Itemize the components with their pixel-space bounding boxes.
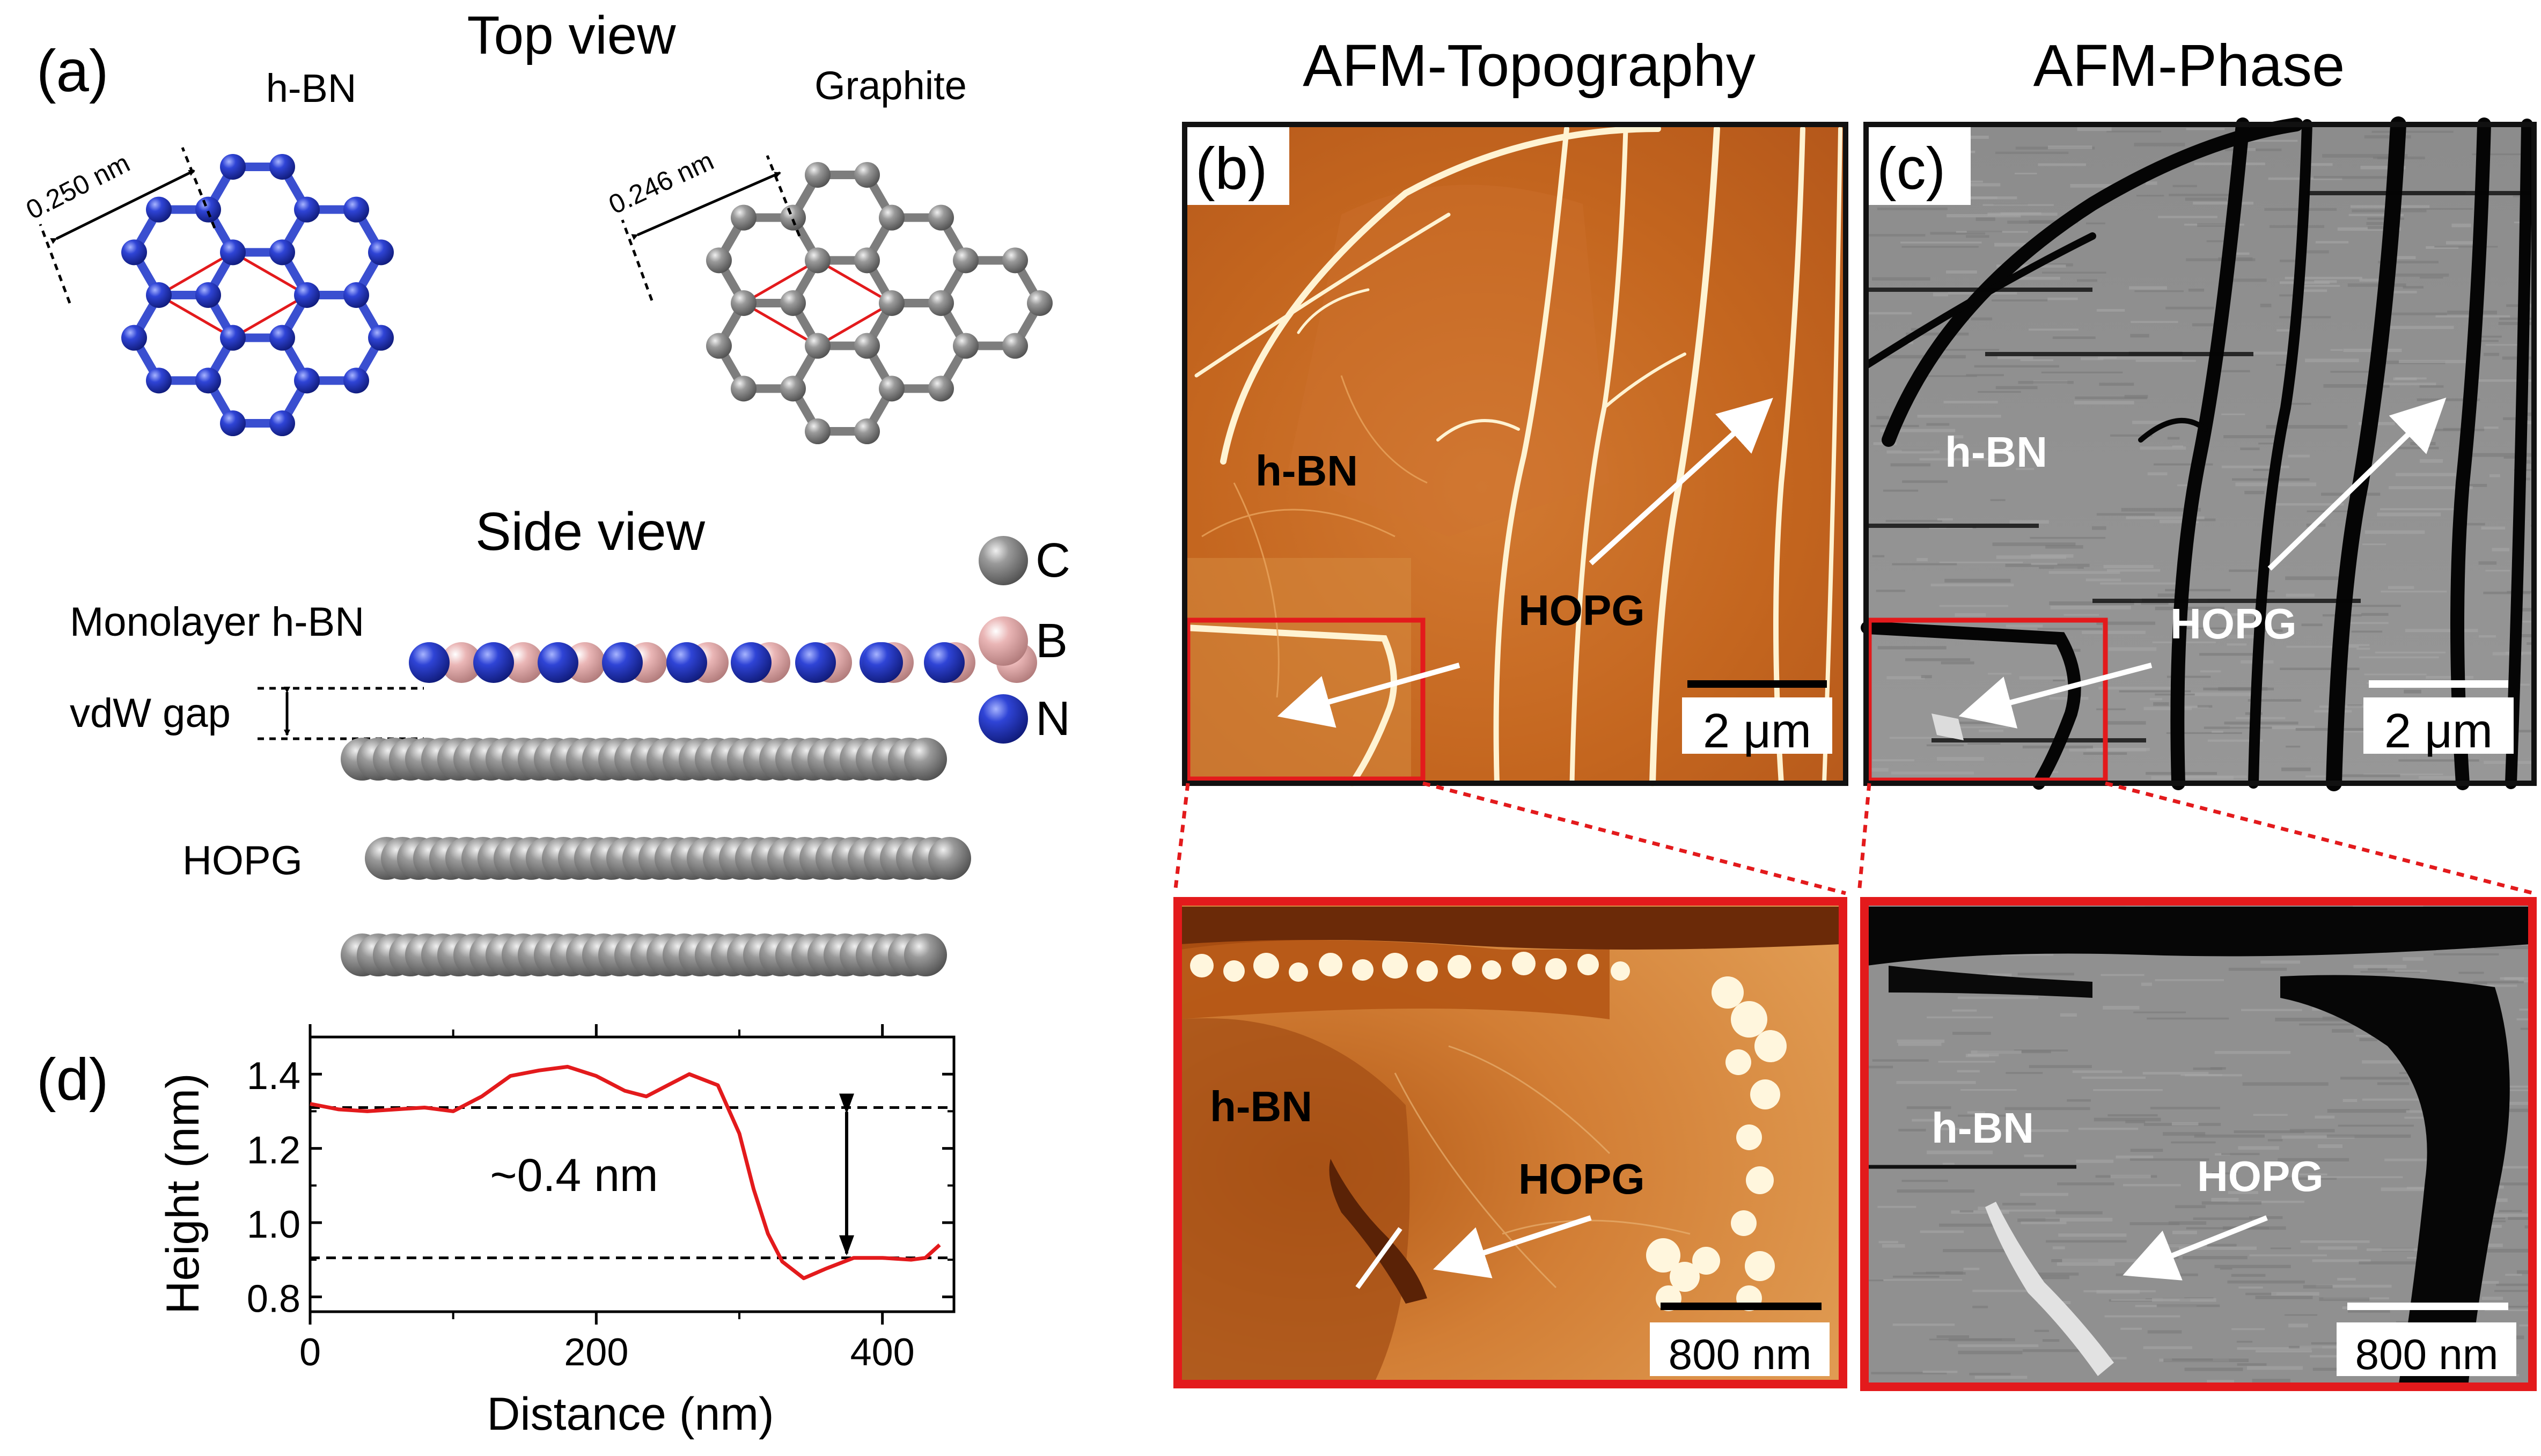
graphite-lattice-marker [621, 155, 801, 301]
panel-c-label-box [1869, 127, 1971, 205]
phase-hbn-label: h-BN [1945, 428, 2047, 476]
topography-zoom-arrow [1433, 1215, 1592, 1278]
legend-nitrogen-atom [979, 694, 1028, 744]
panel-c-title: AFM-Phase [2033, 33, 2345, 99]
phase-scale-label: 2 μm [2384, 704, 2493, 758]
legend-boron-label: B [1036, 614, 1068, 668]
chart-x-tick-label: 200 [564, 1331, 628, 1374]
monolayer-hbn-label: Monolayer h-BN [70, 599, 364, 645]
phase-image [1861, 116, 2534, 791]
topography-scale-label: 2 μm [1703, 704, 1811, 758]
topography-scale-bar [1682, 680, 1832, 754]
panel-b-label-box [1187, 127, 1289, 205]
hbn-lattice-constant: 0.250 nm [21, 148, 135, 225]
phase-arrow-hopg [2267, 398, 2447, 571]
topography-arrow-hopg [1589, 398, 1773, 565]
phase-scale-bar [2363, 680, 2514, 754]
phase-frame [1863, 122, 2537, 786]
zoom-region-box-c [1867, 617, 2108, 783]
phase-zoom-frame [1860, 897, 2537, 1391]
topography-zoom-profile-line [1355, 1227, 1402, 1289]
phase-zoom-hopg-label: HOPG [2197, 1152, 2324, 1200]
zoom-region-box-b [1185, 617, 1426, 782]
hbn-lattice-structure [121, 153, 394, 437]
hbn-structure-title: h-BN [266, 66, 357, 111]
topography-zoom-hopg-label: HOPG [1518, 1155, 1645, 1203]
topography-zoom-image [1178, 901, 1843, 1384]
chart-series-line [310, 1064, 941, 1281]
chart-y-tick-label: 1.2 [247, 1129, 300, 1172]
step-height-annotation: ~0.4 nm [490, 1150, 658, 1201]
atom-legend: C B N [979, 534, 1070, 746]
side-view-title: Side view [475, 502, 706, 562]
panel-b-label: (b) [1195, 136, 1267, 202]
topography-image [1183, 124, 1846, 786]
phase-hopg-label: HOPG [2170, 600, 2297, 648]
zoom-connector-b-right [1422, 781, 1846, 895]
panel-a: (a) Top view h-BN Graphite 0.250 nm 0.24… [21, 5, 1070, 976]
zoom-connector-c-left [1857, 783, 1871, 894]
legend-carbon-atom [979, 536, 1028, 585]
topography-zoom-scale-label: 800 nm [1669, 1330, 1812, 1378]
topography-arrow-step [1277, 663, 1460, 728]
top-view-title: Top view [467, 5, 676, 65]
chart-y-tick-label: 0.8 [247, 1277, 300, 1320]
vdw-gap-label: vdW gap [70, 690, 231, 736]
legend-carbon-label: C [1036, 534, 1070, 587]
panel-d: (d) Height (nm) Distance (nm) 0.8 1.0 1.2 1… [36, 1024, 956, 1440]
panel-c: AFM-Phase [1857, 33, 2537, 1391]
phase-arrow-step [1958, 663, 2153, 729]
topography-zoom-hbn-label: h-BN [1210, 1083, 1312, 1130]
chart-x-axis-label: Distance (nm) [487, 1388, 774, 1440]
panel-a-label: (a) [36, 38, 108, 104]
hopg-side-label: HOPG [182, 838, 303, 884]
chart-x-tick-label: 400 [850, 1331, 915, 1374]
graphite-structure-title: Graphite [814, 63, 967, 108]
height-profile-chart: 0.8 1.0 1.2 1.4 0 200 400 [247, 1024, 956, 1374]
phase-zoom-scale-bar [2337, 1303, 2516, 1376]
hbn-lattice-marker [39, 147, 216, 304]
phase-zoom-scale-label: 800 nm [2355, 1330, 2499, 1378]
panel-b-title: AFM-Topography [1303, 33, 1756, 99]
panel-b: AFM-Topography [1173, 33, 1848, 1388]
topography-zoom-frame [1173, 897, 1847, 1388]
zoom-connector-b-left [1173, 783, 1190, 894]
chart-y-axis-label: Height (nm) [157, 1073, 209, 1314]
side-view-atoms [341, 642, 1037, 976]
chart-x-tick-label: 0 [299, 1331, 321, 1374]
phase-zoom-hbn-label: h-BN [1932, 1104, 2034, 1152]
legend-nitrogen-label: N [1036, 692, 1070, 746]
graphite-lattice-constant: 0.246 nm [604, 145, 718, 220]
topography-zoom-scale-bar [1650, 1303, 1830, 1376]
topography-hopg-label: HOPG [1518, 586, 1645, 634]
phase-zoom-arrow [2123, 1215, 2268, 1281]
panel-d-label: (d) [36, 1047, 108, 1113]
chart-plot-frame [309, 1035, 956, 1313]
zoom-connector-c-right [2105, 781, 2534, 895]
panel-c-label: (c) [1877, 136, 1945, 202]
legend-boron-atom [979, 616, 1028, 666]
topography-frame [1182, 122, 1848, 786]
topography-hbn-label: h-BN [1255, 447, 1358, 495]
graphite-lattice-structure [706, 161, 1053, 445]
vdw-gap-marker [258, 687, 424, 740]
chart-y-tick-label: 1.4 [247, 1055, 300, 1098]
chart-y-tick-label: 1.0 [247, 1203, 300, 1246]
